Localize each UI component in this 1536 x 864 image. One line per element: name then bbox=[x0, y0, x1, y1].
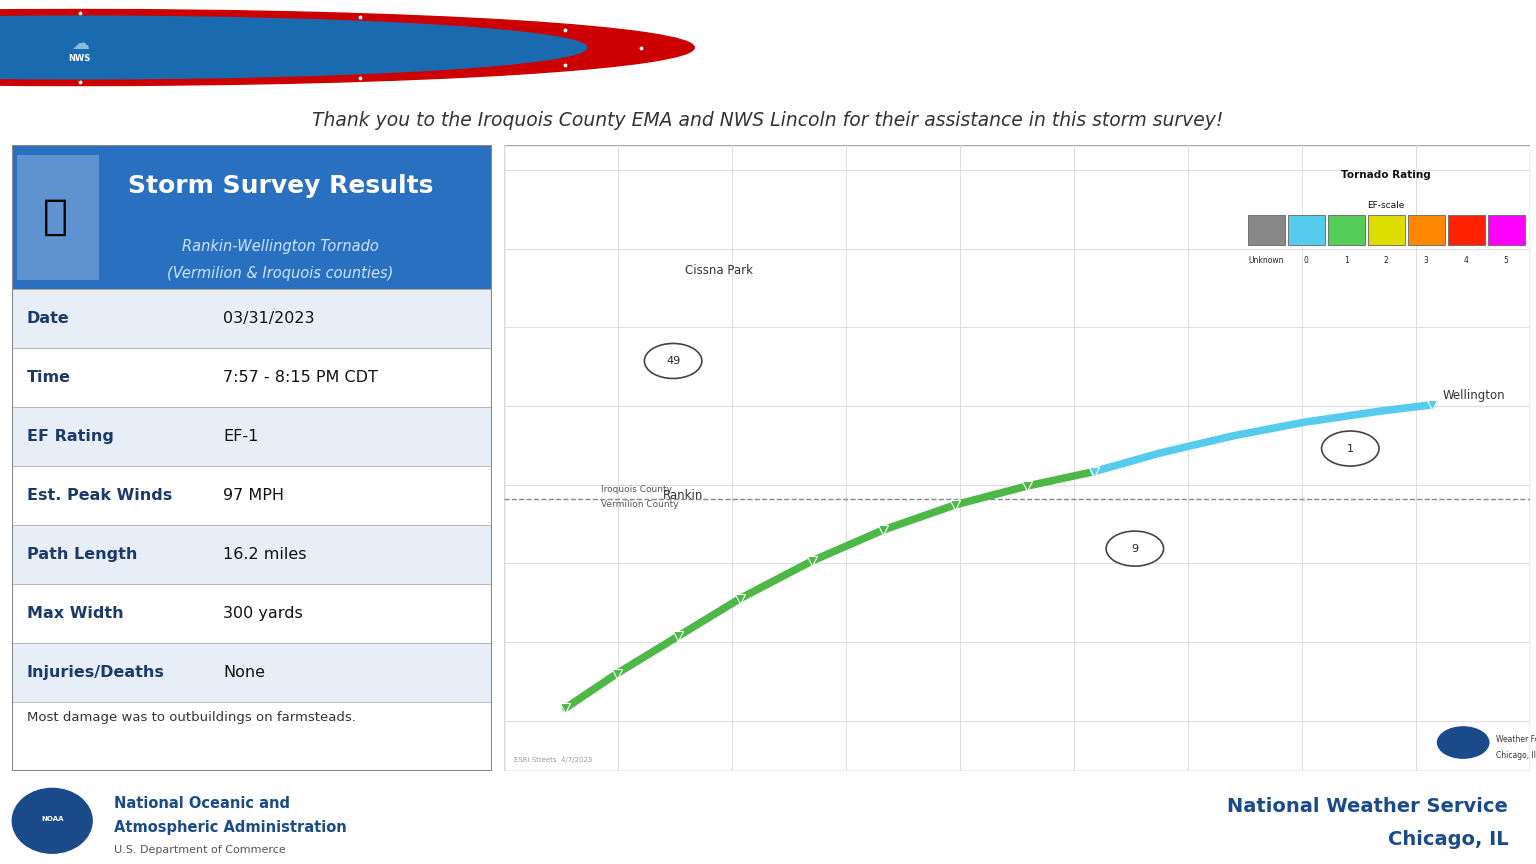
Text: NWS: NWS bbox=[69, 54, 91, 63]
FancyBboxPatch shape bbox=[1367, 215, 1405, 245]
FancyBboxPatch shape bbox=[1247, 215, 1284, 245]
Text: Rankin-Wellington Tornado: Rankin-Wellington Tornado bbox=[183, 239, 379, 254]
Text: April 10, 2023: April 10, 2023 bbox=[1327, 14, 1514, 38]
Ellipse shape bbox=[12, 788, 92, 854]
FancyBboxPatch shape bbox=[12, 525, 492, 584]
Text: Thank you to the Iroquois County EMA and NWS Lincoln for their assistance in thi: Thank you to the Iroquois County EMA and… bbox=[312, 111, 1224, 130]
Text: EF Rating: EF Rating bbox=[26, 429, 114, 444]
Text: Storm Survey Results: Storm Survey Results bbox=[127, 174, 433, 198]
Text: 4: 4 bbox=[1464, 257, 1468, 265]
FancyBboxPatch shape bbox=[12, 643, 492, 702]
Text: Max Width: Max Width bbox=[26, 606, 123, 621]
Text: (Vermilion & Iroquois counties): (Vermilion & Iroquois counties) bbox=[167, 266, 393, 281]
FancyBboxPatch shape bbox=[1409, 215, 1445, 245]
Text: NOAA: NOAA bbox=[41, 816, 63, 822]
FancyBboxPatch shape bbox=[1287, 215, 1324, 245]
Text: 1: 1 bbox=[1344, 257, 1349, 265]
Text: Est. Peak Winds: Est. Peak Winds bbox=[26, 488, 172, 503]
Text: Weather Forecast Office: Weather Forecast Office bbox=[1496, 735, 1536, 744]
Text: Time: Time bbox=[26, 370, 71, 385]
Text: ☁: ☁ bbox=[71, 35, 89, 53]
Text: 9: 9 bbox=[1132, 543, 1138, 554]
Circle shape bbox=[1438, 727, 1488, 759]
Text: 5: 5 bbox=[1504, 257, 1508, 265]
FancyBboxPatch shape bbox=[1488, 215, 1525, 245]
Text: 0: 0 bbox=[1304, 257, 1309, 265]
Text: ESRI Streets  4/7/2023: ESRI Streets 4/7/2023 bbox=[515, 757, 593, 763]
Text: EF-scale: EF-scale bbox=[1367, 201, 1405, 211]
Text: 2: 2 bbox=[1384, 257, 1389, 265]
FancyBboxPatch shape bbox=[12, 407, 492, 466]
FancyBboxPatch shape bbox=[1327, 215, 1364, 245]
Circle shape bbox=[645, 344, 702, 378]
Text: National Oceanic and: National Oceanic and bbox=[114, 796, 290, 811]
Circle shape bbox=[0, 10, 694, 86]
Text: 03/31/2023: 03/31/2023 bbox=[223, 311, 315, 326]
Text: Path Length: Path Length bbox=[26, 547, 137, 562]
FancyBboxPatch shape bbox=[12, 289, 492, 348]
FancyBboxPatch shape bbox=[12, 584, 492, 643]
Text: Unknown: Unknown bbox=[1249, 257, 1284, 265]
Text: Rankin: Rankin bbox=[664, 489, 703, 502]
Text: 16.2 miles: 16.2 miles bbox=[223, 547, 307, 562]
FancyBboxPatch shape bbox=[12, 348, 492, 407]
Circle shape bbox=[1321, 431, 1379, 466]
Text: Date: Date bbox=[26, 311, 69, 326]
FancyBboxPatch shape bbox=[12, 145, 492, 289]
Text: 3:31 PM: 3:31 PM bbox=[1407, 57, 1514, 81]
Text: Wellington: Wellington bbox=[1442, 389, 1505, 402]
Text: U.S. Department of Commerce: U.S. Department of Commerce bbox=[114, 845, 286, 855]
Text: Chicago, Illinois: Chicago, Illinois bbox=[1496, 751, 1536, 759]
FancyBboxPatch shape bbox=[12, 466, 492, 525]
Text: Injuries/Deaths: Injuries/Deaths bbox=[26, 665, 164, 680]
FancyBboxPatch shape bbox=[504, 145, 1530, 771]
FancyBboxPatch shape bbox=[17, 155, 98, 280]
Text: Atmospheric Administration: Atmospheric Administration bbox=[114, 820, 347, 835]
Text: Tornado Rating: Tornado Rating bbox=[1341, 170, 1432, 181]
Text: 7:57 - 8:15 PM CDT: 7:57 - 8:15 PM CDT bbox=[223, 370, 378, 385]
Text: Chicago, IL: Chicago, IL bbox=[1387, 830, 1508, 849]
Text: 97 MPH: 97 MPH bbox=[223, 488, 284, 503]
Text: National Weather Service: National Weather Service bbox=[1227, 797, 1508, 816]
Text: 300 yards: 300 yards bbox=[223, 606, 303, 621]
Text: Iroquois County: Iroquois County bbox=[601, 485, 673, 493]
Text: None: None bbox=[223, 665, 266, 680]
Text: 🌪: 🌪 bbox=[43, 196, 68, 238]
Text: Cissna Park: Cissna Park bbox=[685, 264, 753, 276]
FancyBboxPatch shape bbox=[1448, 215, 1485, 245]
Text: 3: 3 bbox=[1424, 257, 1428, 265]
Wedge shape bbox=[0, 10, 694, 86]
Text: 1: 1 bbox=[1347, 443, 1353, 454]
Text: Vermilion County: Vermilion County bbox=[601, 500, 679, 509]
Circle shape bbox=[1106, 531, 1164, 566]
Text: EF-1: EF-1 bbox=[223, 429, 258, 444]
Circle shape bbox=[0, 16, 587, 79]
Text: Most damage was to outbuildings on farmsteads.: Most damage was to outbuildings on farms… bbox=[26, 711, 355, 724]
Text: Rankin-Wellington Tornado: Rankin-Wellington Tornado bbox=[347, 19, 1189, 73]
Text: 49: 49 bbox=[667, 356, 680, 366]
